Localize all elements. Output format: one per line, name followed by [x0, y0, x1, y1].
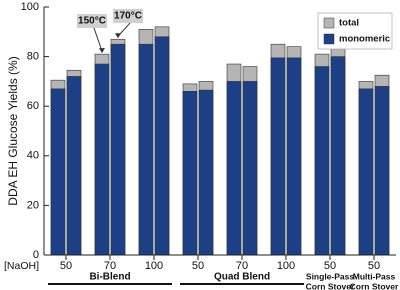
group-label: Corn Stover	[350, 281, 399, 290]
group-label: Multi-Pass	[353, 271, 396, 281]
y-tick-label: 60	[27, 100, 39, 112]
bar	[94, 63, 110, 256]
bar	[182, 91, 198, 256]
bar	[50, 88, 66, 256]
x-tick-label: 50	[60, 260, 72, 272]
y-tick-label: 100	[21, 1, 39, 13]
x-tick-label: 50	[324, 260, 336, 272]
group-label: Corn Stover	[306, 281, 355, 290]
group-label: Single-Pass	[306, 271, 354, 281]
group-label: Quad Blend	[214, 272, 270, 283]
bar	[226, 81, 242, 256]
bar	[314, 66, 330, 256]
group-label: Bi-Blend	[89, 272, 130, 283]
x-tick-label: 50	[368, 260, 380, 272]
bar	[358, 88, 374, 256]
x-tick-label: 100	[145, 260, 163, 272]
x-tick-label: 50	[192, 260, 204, 272]
annotation: 170°C	[114, 11, 142, 22]
y-tick-label: 0	[33, 249, 39, 261]
x-tick-label: 70	[104, 260, 116, 272]
legend-label: monomeric	[339, 34, 390, 45]
bar	[286, 57, 302, 256]
annotation-box	[113, 9, 143, 23]
arrow-head	[115, 33, 121, 39]
y-axis-label: DDA EH Glucose Yields (%)	[6, 56, 20, 205]
annotation-box	[77, 14, 107, 28]
bar	[330, 56, 346, 256]
x-tick-label: 70	[236, 260, 248, 272]
bar	[154, 36, 170, 256]
annotation: 150°C	[78, 16, 106, 27]
bar	[110, 43, 126, 256]
bar	[66, 76, 82, 256]
bar	[138, 43, 154, 256]
legend-swatch	[323, 33, 335, 45]
bar	[374, 86, 390, 256]
bar	[242, 81, 258, 256]
annotation-arrow	[93, 27, 103, 52]
legend-label: total	[339, 18, 359, 29]
y-tick-label: 40	[27, 150, 39, 162]
bar	[198, 89, 214, 256]
x-axis-label: [NaOH]	[4, 260, 39, 272]
x-tick-label: 100	[277, 260, 295, 272]
y-tick-label: 20	[27, 199, 39, 211]
legend-swatch	[323, 17, 335, 29]
bar	[270, 57, 286, 256]
y-tick-label: 80	[27, 51, 39, 63]
arrow-head	[99, 48, 105, 54]
